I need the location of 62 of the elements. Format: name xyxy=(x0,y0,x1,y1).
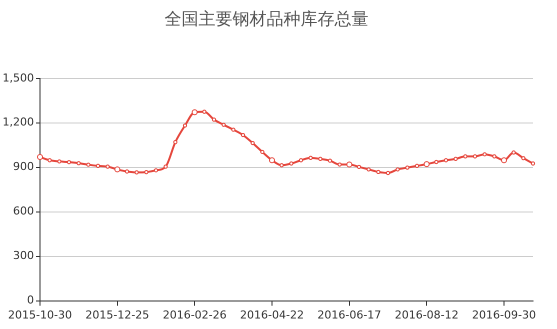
point xyxy=(472,154,478,158)
point xyxy=(521,156,526,160)
point xyxy=(501,157,507,164)
point xyxy=(386,170,390,176)
point xyxy=(492,154,496,158)
point xyxy=(154,168,158,172)
point xyxy=(48,158,52,162)
point xyxy=(222,122,226,127)
point xyxy=(356,164,362,170)
x-tick-label: 2015-12-25 xyxy=(85,308,150,322)
point xyxy=(414,164,420,168)
x-tick-label: 2016-06-17 xyxy=(317,308,382,322)
point xyxy=(260,150,264,154)
point xyxy=(434,160,438,164)
y-tick-label: 900 xyxy=(13,160,34,174)
chart-title: 全国主要钢材品种库存总量 xyxy=(164,10,368,30)
point xyxy=(289,161,294,166)
point xyxy=(269,157,275,164)
point xyxy=(106,164,110,169)
point xyxy=(376,170,380,174)
point xyxy=(405,166,410,170)
point xyxy=(37,154,43,160)
point xyxy=(366,167,371,172)
x-tick-label: 2016-02-26 xyxy=(162,308,227,322)
y-tick-label: 1,500 xyxy=(2,71,34,84)
point xyxy=(396,167,400,172)
x-tick-label: 2016-04-22 xyxy=(240,308,304,322)
point xyxy=(280,163,284,168)
point xyxy=(96,164,100,168)
y-tick-label: 300 xyxy=(13,249,34,262)
point xyxy=(530,161,536,166)
point xyxy=(444,158,448,162)
point xyxy=(164,164,168,169)
point xyxy=(250,140,255,146)
point xyxy=(298,158,304,162)
point xyxy=(202,110,206,114)
point xyxy=(231,128,236,132)
point xyxy=(66,160,72,164)
y-tick-label: 0 xyxy=(27,294,34,307)
point xyxy=(463,154,468,158)
x-tick-label: 2016-09-30 xyxy=(472,308,536,322)
point xyxy=(328,158,332,163)
y-tick-label: 1,200 xyxy=(2,116,34,129)
point xyxy=(134,170,139,174)
point xyxy=(512,150,516,155)
point xyxy=(308,156,313,160)
x-tick-label: 2016-08-12 xyxy=(394,308,459,322)
point xyxy=(454,156,458,162)
point xyxy=(124,169,130,174)
point xyxy=(240,132,246,138)
point xyxy=(57,159,62,164)
point xyxy=(212,118,216,122)
point xyxy=(173,140,178,144)
x-tick-label: 2015-10-30 xyxy=(8,308,72,322)
y-tick-label: 600 xyxy=(13,204,34,218)
point xyxy=(76,161,81,166)
point xyxy=(144,170,148,174)
point xyxy=(338,162,342,167)
point xyxy=(86,162,90,167)
point xyxy=(182,123,188,128)
point xyxy=(318,156,322,162)
point xyxy=(482,152,487,156)
